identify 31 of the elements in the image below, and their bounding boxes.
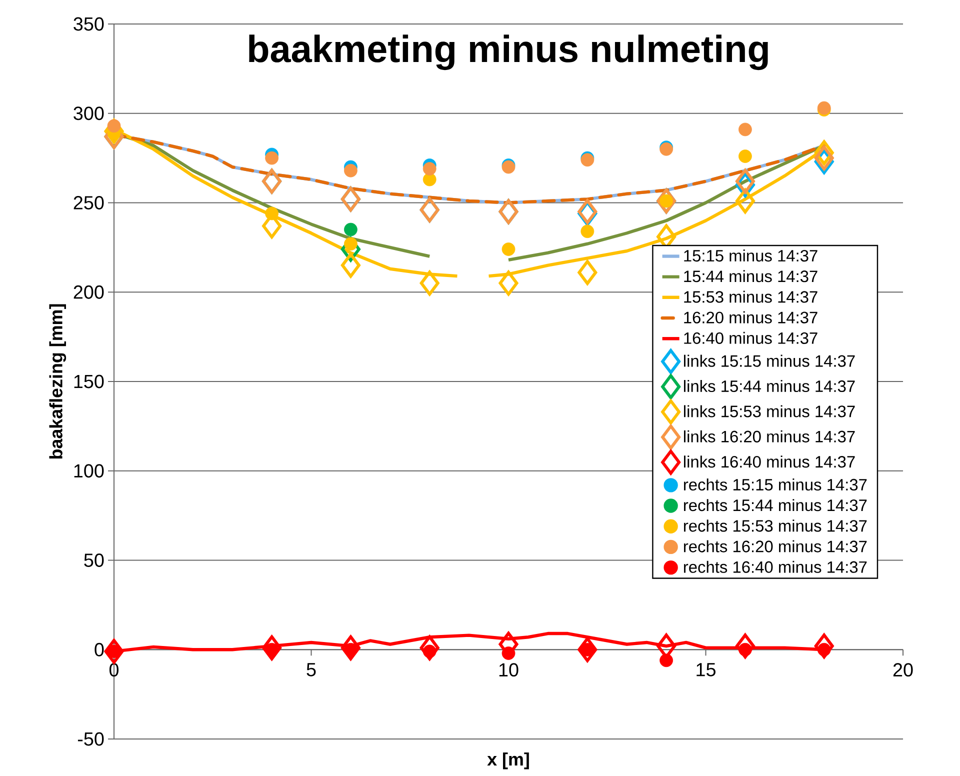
legend-label: links 15:15 minus 14:37 — [684, 354, 855, 367]
x-tick-label: 10 — [499, 663, 518, 677]
legend-label: rechts 16:40 minus 14:37 — [684, 560, 867, 573]
y-tick-label: 150 — [74, 374, 104, 388]
legend-label: 15:53 minus 14:37 — [684, 290, 818, 303]
y-tick-label: 300 — [74, 106, 104, 120]
legend-label: 16:40 minus 14:37 — [684, 332, 818, 344]
legend-label: links 16:40 minus 14:37 — [684, 456, 855, 468]
y-tick-label: -50 — [78, 732, 104, 746]
y-axis-title: baakaflezing [mm] — [49, 304, 66, 459]
y-tick-label: 200 — [74, 285, 104, 299]
legend-label: links 16:20 minus 14:37 — [684, 430, 855, 442]
legend-label: links 15:53 minus 14:37 — [684, 405, 855, 418]
y-tick-label: 50 — [84, 554, 104, 567]
y-tick-label: 350 — [74, 17, 104, 31]
x-tick-label: 5 — [306, 663, 316, 676]
legend-label: 15:15 minus 14:37 — [684, 250, 818, 262]
legend-label: rechts 15:44 minus 14:37 — [684, 499, 867, 512]
x-tick-label: 15 — [696, 663, 716, 676]
y-tick-label: 100 — [74, 464, 104, 478]
x-axis-title: x [m] — [487, 752, 529, 770]
legend-label: 15:44 minus 14:37 — [684, 270, 818, 282]
legend-label: rechts 16:20 minus 14:37 — [684, 540, 867, 552]
y-tick-label: 0 — [94, 642, 104, 656]
chart-title: baakmeting minus nulmeting — [249, 34, 768, 70]
legend-label: links 15:44 minus 14:37 — [684, 380, 855, 392]
x-tick-label: 20 — [893, 663, 913, 677]
legend-label: rechts 15:15 minus 14:37 — [684, 478, 867, 491]
y-tick-label: 250 — [74, 196, 104, 210]
legend-label: 16:20 minus 14:37 — [684, 311, 818, 324]
legend-label: rechts 15:53 minus 14:37 — [684, 520, 867, 532]
